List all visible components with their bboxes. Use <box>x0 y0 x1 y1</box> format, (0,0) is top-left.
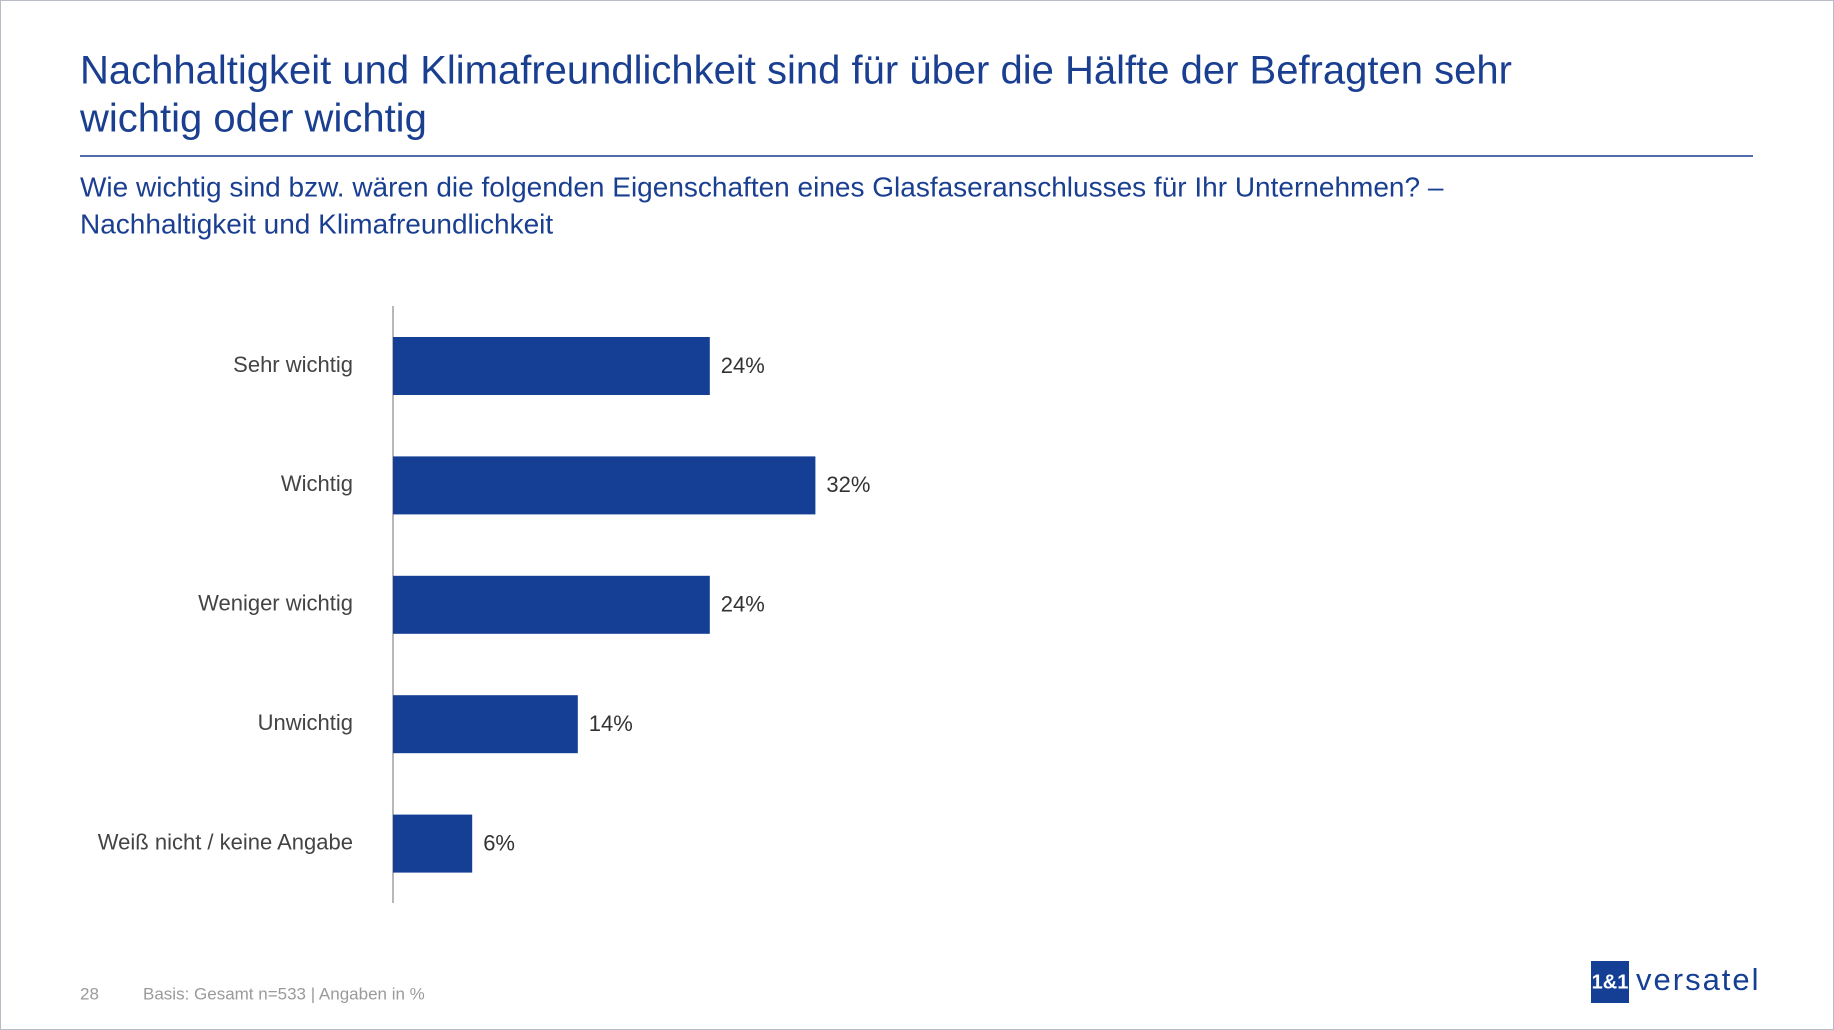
bar <box>393 575 710 634</box>
category-label: Unwichtig <box>258 710 353 735</box>
logo-mark: 1&1 <box>1592 971 1629 993</box>
footnote: Basis: Gesamt n=533 | Angaben in % <box>143 984 425 1003</box>
category-label: Wichtig <box>281 471 353 496</box>
value-label: 24% <box>721 592 765 617</box>
title-line: Nachhaltigkeit und Klimafreundlichkeit s… <box>80 49 1512 93</box>
title-line: wichtig oder wichtig <box>79 97 427 141</box>
bar <box>393 814 473 873</box>
value-label: 32% <box>826 472 870 497</box>
logo-name: versatel <box>1636 962 1761 997</box>
bar <box>393 456 816 515</box>
value-label: 6% <box>483 830 515 855</box>
value-label: 14% <box>589 711 633 736</box>
page-number: 28 <box>80 984 99 1003</box>
bar <box>393 337 710 395</box>
logo-box <box>1591 961 1629 1003</box>
value-label: 24% <box>721 353 765 378</box>
subtitle-line: Nachhaltigkeit und Klimafreundlichkeit <box>80 208 553 239</box>
category-label: Weniger wichtig <box>198 591 353 616</box>
bar <box>393 695 578 754</box>
subtitle-line: Wie wichtig sind bzw. wären die folgende… <box>80 171 1444 202</box>
category-label: Weiß nicht / keine Angabe <box>98 829 353 854</box>
category-label: Sehr wichtig <box>233 352 353 377</box>
